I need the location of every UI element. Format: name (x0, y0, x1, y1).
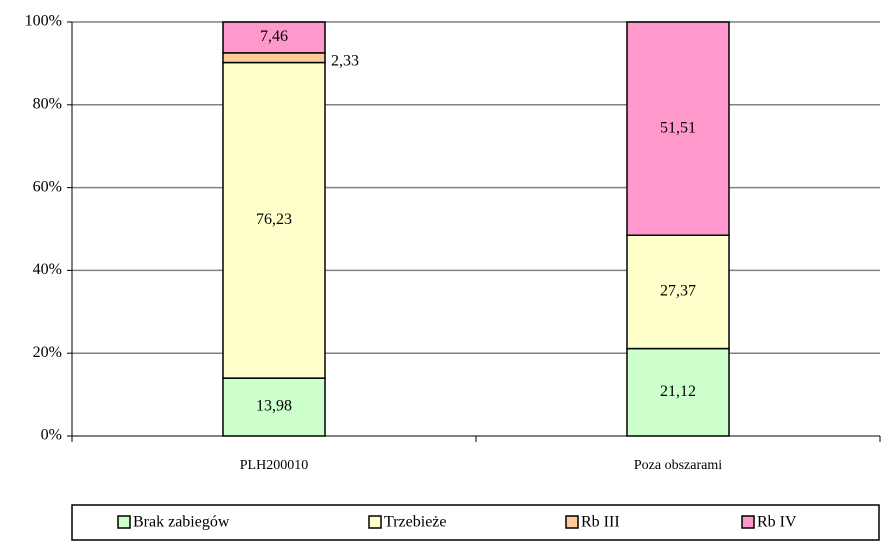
legend-label: Rb III (581, 514, 620, 531)
y-tick-label: 80% (33, 95, 62, 112)
y-tick-label: 0% (41, 427, 62, 444)
bar-segment (222, 377, 326, 437)
data-label: 27,37 (660, 283, 696, 300)
x-tick-label: PLH200010 (240, 458, 308, 473)
data-label: 13,98 (256, 398, 292, 415)
bar-segment (626, 21, 730, 237)
x-tick-label: Poza obszarami (634, 458, 722, 473)
legend-label: Rb IV (757, 514, 797, 531)
legend-swatch (117, 515, 131, 529)
bar-segment (222, 52, 326, 64)
data-label: 2,33 (331, 52, 359, 69)
y-tick-label: 100% (25, 13, 62, 30)
bar-segment (626, 234, 730, 350)
y-tick-label: 20% (33, 344, 62, 361)
data-label: 21,12 (660, 383, 696, 400)
bar-segment (222, 61, 326, 379)
y-tick-label: 40% (33, 261, 62, 278)
legend-swatch (565, 515, 579, 529)
data-label: 76,23 (256, 211, 292, 228)
bar-segment (626, 347, 730, 437)
legend-label: Brak zabiegów (133, 514, 230, 531)
legend-swatch (368, 515, 382, 529)
bar-segment (222, 21, 326, 54)
legend-label: Trzebieże (384, 514, 447, 531)
legend-swatch (741, 515, 755, 529)
data-label: 51,51 (660, 119, 696, 136)
y-tick-label: 60% (33, 178, 62, 195)
data-label: 7,46 (260, 28, 288, 45)
